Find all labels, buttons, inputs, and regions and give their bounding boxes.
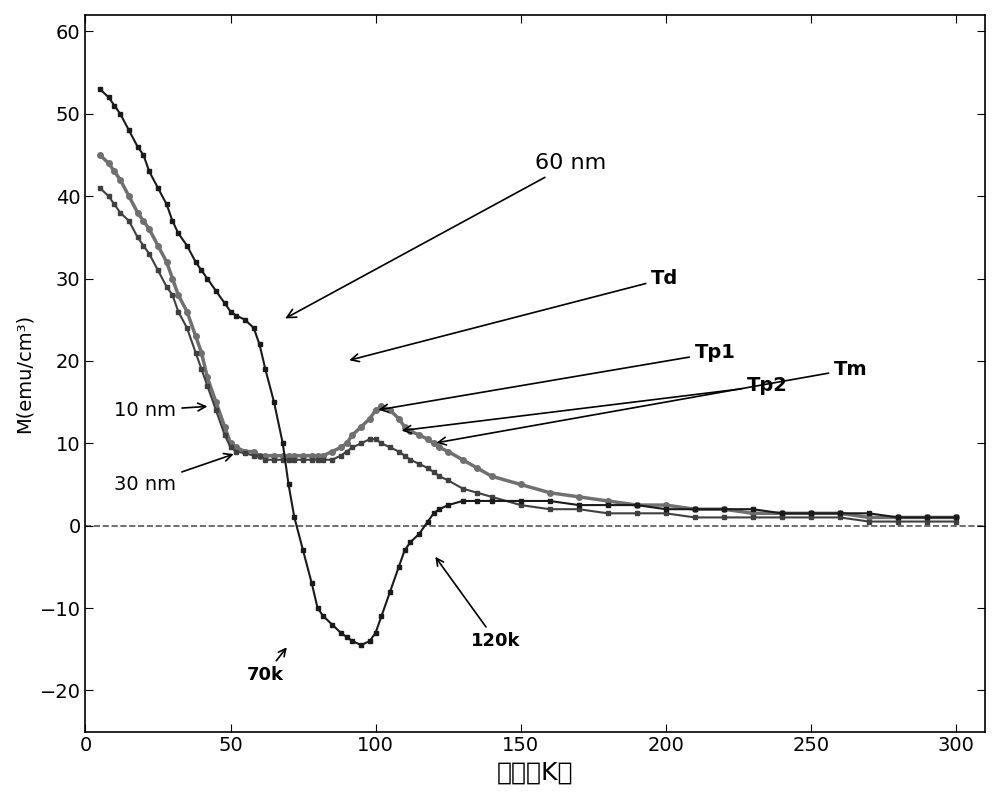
Text: Td: Td [351, 269, 679, 362]
Text: Tp1: Tp1 [380, 343, 736, 412]
Y-axis label: M(emu/cm³): M(emu/cm³) [15, 314, 34, 433]
Text: 70k: 70k [247, 649, 286, 684]
X-axis label: 温度（K）: 温度（K） [497, 761, 573, 785]
Text: 30 nm: 30 nm [114, 454, 232, 494]
Text: Tp2: Tp2 [403, 376, 788, 434]
Text: 10 nm: 10 nm [114, 401, 206, 420]
Text: 60 nm: 60 nm [287, 154, 606, 318]
Text: Tm: Tm [438, 360, 868, 445]
Text: 120k: 120k [436, 558, 521, 650]
